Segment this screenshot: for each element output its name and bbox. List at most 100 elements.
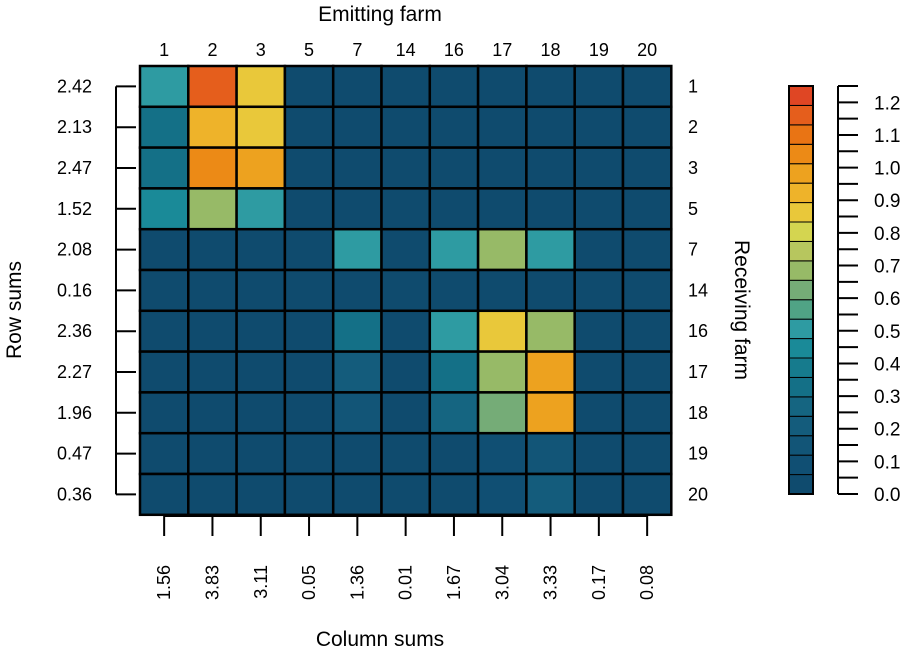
heatmap-cell [235, 64, 287, 109]
heatmap-cells [138, 64, 673, 517]
heatmap-cell [621, 431, 673, 476]
row-sum-label: 2.08 [57, 240, 92, 260]
column-sum-label: 0.05 [299, 565, 319, 600]
heatmap-cell [573, 472, 625, 517]
column-sum-label: 1.67 [444, 565, 464, 600]
heatmap-cell [476, 431, 528, 476]
heatmap-cell [428, 187, 480, 231]
column-label: 17 [492, 40, 512, 60]
heatmap-cell [573, 64, 625, 109]
heatmap-cell [187, 309, 238, 353]
heatmap-cell [525, 146, 576, 190]
row-label: 17 [688, 362, 708, 382]
heatmap-cell [138, 472, 190, 517]
heatmap-cell [331, 227, 383, 272]
heatmap-cell [235, 105, 287, 149]
heatmap-cell [380, 227, 432, 272]
row-label: 18 [688, 403, 708, 423]
heatmap-cell [428, 227, 480, 272]
heatmap-cell [235, 391, 287, 435]
column-sum-label: 3.33 [541, 565, 561, 600]
heatmap-cell [428, 431, 480, 476]
heatmap-cell [187, 187, 238, 231]
heatmap-cell [525, 391, 576, 435]
heatmap-cell [138, 64, 190, 109]
row-sum-label: 1.96 [57, 403, 92, 423]
legend-label: 1.1 [874, 126, 900, 147]
legend-swatch [788, 338, 814, 359]
column-sum-label: 3.04 [492, 565, 512, 600]
heatmap-cell [621, 227, 673, 272]
heatmap-cell [331, 472, 383, 517]
row-sum-label: 0.16 [57, 280, 92, 300]
heatmap-cell [331, 309, 383, 353]
top-axis-title: Emitting farm [318, 3, 442, 26]
heatmap-cell [187, 227, 238, 272]
legend-swatch [788, 202, 814, 223]
legend-swatch [788, 85, 814, 106]
heatmap-cell [380, 187, 432, 231]
heatmap-cell [380, 146, 432, 190]
heatmap-cell [428, 472, 480, 517]
row-label: 14 [688, 280, 708, 300]
heatmap-cell [621, 391, 673, 435]
heatmap-cell [476, 268, 528, 313]
heatmap-cell [476, 309, 528, 353]
heatmap-cell [621, 350, 673, 394]
heatmap-cell [138, 146, 190, 190]
heatmap-cell [331, 391, 383, 435]
column-label: 20 [637, 40, 657, 60]
legend-swatch [788, 124, 814, 145]
legend-swatch [788, 260, 814, 281]
legend-label: 1.0 [874, 159, 900, 180]
heatmap-cell [380, 64, 432, 109]
legend-swatch [788, 240, 814, 262]
column-sum-label: 1.36 [347, 565, 367, 600]
legend-label: 0.0 [874, 485, 900, 506]
row-sum-label: 0.47 [57, 444, 92, 464]
heatmap-cell [525, 431, 576, 476]
heatmap-cell [476, 105, 528, 149]
heatmap-cell [235, 146, 287, 190]
heatmap-cell [283, 187, 335, 231]
legend-label: 0.3 [874, 387, 900, 408]
row-labels: 1 2 3 5 7 14 16 17 18 19 20 [688, 76, 708, 504]
heatmap-cell [283, 146, 335, 190]
row-sum-label: 2.27 [57, 362, 92, 382]
heatmap-cell [235, 350, 287, 394]
row-sum-label: 2.13 [57, 117, 92, 137]
heatmap-cell [283, 431, 335, 476]
heatmap-cell [525, 227, 576, 272]
row-label: 3 [688, 158, 698, 178]
legend-frame [788, 85, 814, 495]
heatmap-cell [525, 268, 576, 313]
legend-swatch [788, 357, 814, 378]
legend-swatch [788, 454, 814, 476]
heatmap-cell [138, 431, 190, 476]
legend-swatch [788, 376, 814, 398]
heatmap-cell [525, 309, 576, 353]
heatmap-cell [138, 105, 190, 149]
heatmap-cell [283, 472, 335, 517]
heatmap-cell [283, 350, 335, 394]
heatmap-cell [235, 309, 287, 353]
legend-label: 0.7 [874, 257, 900, 278]
heatmap-cell [525, 64, 576, 109]
legend-label: 0.1 [874, 452, 900, 473]
heatmap-cell [621, 105, 673, 149]
heatmap-cell [428, 64, 480, 109]
heatmap-cell [235, 472, 287, 517]
left-axis-title: Row sums [3, 261, 26, 359]
legend-swatch [788, 182, 814, 204]
heatmap-cell [331, 146, 383, 190]
heatmap-cell [187, 472, 238, 517]
column-sum-label: 3.83 [202, 565, 222, 600]
column-label: 18 [541, 40, 561, 60]
column-label: 2 [207, 40, 217, 60]
heatmap-cell [283, 391, 335, 435]
column-sum-label: 1.56 [154, 565, 174, 600]
heatmap-cell [187, 268, 238, 313]
heatmap-cell [573, 146, 625, 190]
right-axis-title: Receiving farm [730, 240, 753, 380]
